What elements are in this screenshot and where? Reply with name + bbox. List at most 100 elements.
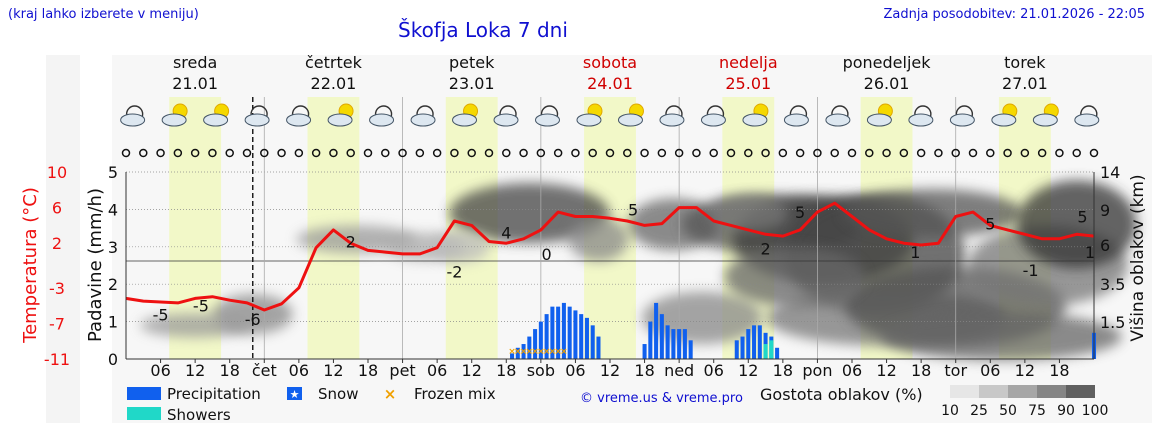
cloud-icon: [659, 113, 685, 127]
day-date: 21.01: [172, 74, 218, 93]
cloud-icon: [783, 113, 809, 127]
wind-calm-icon: [709, 148, 718, 158]
location-menu-note[interactable]: (kraj lahko izberete v meniju): [8, 7, 199, 22]
wind-calm-icon: [450, 148, 459, 158]
precipitation-bar: [757, 325, 762, 359]
x-tick-label: pet: [389, 361, 415, 380]
cloud-icon: [576, 113, 602, 127]
precipitation-bar: [573, 310, 578, 359]
wind-calm-icon: [1003, 148, 1012, 158]
wind-calm-icon: [260, 148, 269, 158]
wind-calm-icon: [830, 148, 839, 158]
cloud-icon: [742, 113, 768, 127]
precipitation-bar: [590, 325, 595, 359]
temp-tick-label: -7: [49, 314, 65, 333]
cloud-icon: [908, 113, 934, 127]
wind-calm-icon: [795, 148, 805, 158]
cloud-height-axis-title: Višina oblakov (km): [1128, 174, 1148, 341]
cloud-icon: [991, 113, 1017, 127]
cloud-density-blob: [568, 217, 629, 262]
wind-calm-icon: [571, 148, 580, 158]
frozen-mix-mark: ×: [560, 347, 568, 357]
precipitation-bar: [642, 344, 647, 359]
wind-calm-icon: [415, 148, 425, 158]
temperature-line: [125, 201, 1095, 312]
cloud-density-tick-label: 25: [970, 403, 988, 419]
day-date: 22.01: [311, 74, 357, 93]
x-tick-label: 12: [876, 361, 896, 380]
x-tick-label: 06: [704, 361, 724, 380]
wind-calm-icon: [173, 148, 183, 158]
wind-calm-icon: [640, 148, 649, 158]
wind-calm-icon: [311, 148, 321, 158]
showers-bar: [769, 340, 774, 359]
temp-tick-label: 6: [52, 199, 62, 218]
wind-calm-icon: [1089, 148, 1099, 158]
cloud-icon: [327, 113, 353, 127]
frozen-mix-mark: ×: [531, 347, 539, 357]
wind-calm-icon: [605, 148, 615, 158]
precipitation-bar: [654, 302, 659, 359]
cloud-icon: [161, 113, 187, 127]
precipitation-bar: [752, 325, 757, 359]
day-name: nedelja: [719, 53, 778, 72]
cloud-density-blob: [842, 189, 1023, 238]
precipitation-bar: [579, 314, 584, 359]
cloud-height-tick-label: 3.5: [1100, 275, 1125, 294]
cloud-icon: [452, 113, 478, 127]
wind-calm-icon: [882, 148, 891, 158]
cloud-density-swatch: [1066, 385, 1095, 398]
x-tick-label: 06: [980, 361, 1000, 380]
wind-calm-icon: [657, 148, 667, 158]
wind-calm-icon: [899, 148, 909, 158]
cloud-density-blob: [430, 230, 491, 263]
legend-precipitation-swatch: [127, 387, 161, 400]
cloud-density-swatch: [1008, 385, 1037, 398]
temperature-label: 5: [628, 200, 638, 219]
precip-tick-label: 0: [108, 350, 118, 369]
cloud-height-tick-label: 9: [1100, 201, 1110, 220]
legend-frozen-mix-label: Frozen mix: [414, 385, 496, 403]
wind-calm-icon: [692, 148, 701, 158]
temp-tick-label: 2: [52, 234, 62, 253]
cloud-icon: [120, 113, 146, 127]
wind-calm-icon: [865, 148, 874, 158]
temperature-label: 4: [501, 224, 511, 243]
wind-calm-icon: [934, 148, 943, 158]
x-tick-label: 12: [1015, 361, 1035, 380]
cloud-icon: [866, 113, 892, 127]
temp-tick-label: -3: [49, 279, 65, 298]
x-tick-label: 06: [427, 361, 447, 380]
wind-calm-icon: [968, 148, 978, 158]
precipitation-bar: [533, 329, 538, 359]
x-tick-label: 12: [323, 361, 343, 380]
frozen-mix-mark: ×: [554, 347, 562, 357]
wind-calm-icon: [916, 148, 926, 158]
precipitation-bar: [688, 340, 693, 359]
wind-calm-icon: [1037, 148, 1047, 158]
wind-calm-icon: [778, 148, 788, 158]
precip-axis-title: Padavine (mm/h): [85, 188, 106, 342]
precipitation-bar: [734, 340, 739, 359]
wind-calm-icon: [156, 148, 165, 158]
cloud-density-blob: [449, 183, 610, 244]
temperature-label: 5: [795, 203, 805, 222]
x-tick-label: 06: [565, 361, 585, 380]
legend-cloud-density-title: Gostota oblakov (%): [760, 385, 923, 404]
precip-tick-label: 3: [108, 238, 118, 257]
x-tick-label: sob: [527, 361, 555, 380]
cloud-density-tick-label: 90: [1057, 403, 1075, 419]
wind-calm-icon: [346, 148, 355, 158]
cloud-density-tick-label: 100: [1082, 403, 1109, 419]
x-tick-label: tor: [944, 361, 967, 380]
wind-calm-icon: [674, 148, 684, 158]
cloud-density-swatch: [1037, 385, 1066, 398]
precipitation-bar: [538, 321, 543, 359]
credit-text: © vreme.us & vreme.pro: [580, 391, 743, 406]
snow-star-icon: ★: [290, 388, 300, 401]
x-tick-label: 12: [185, 361, 205, 380]
wind-calm-icon: [744, 148, 753, 158]
wind-calm-icon: [381, 148, 390, 158]
wind-calm-icon: [726, 148, 736, 158]
